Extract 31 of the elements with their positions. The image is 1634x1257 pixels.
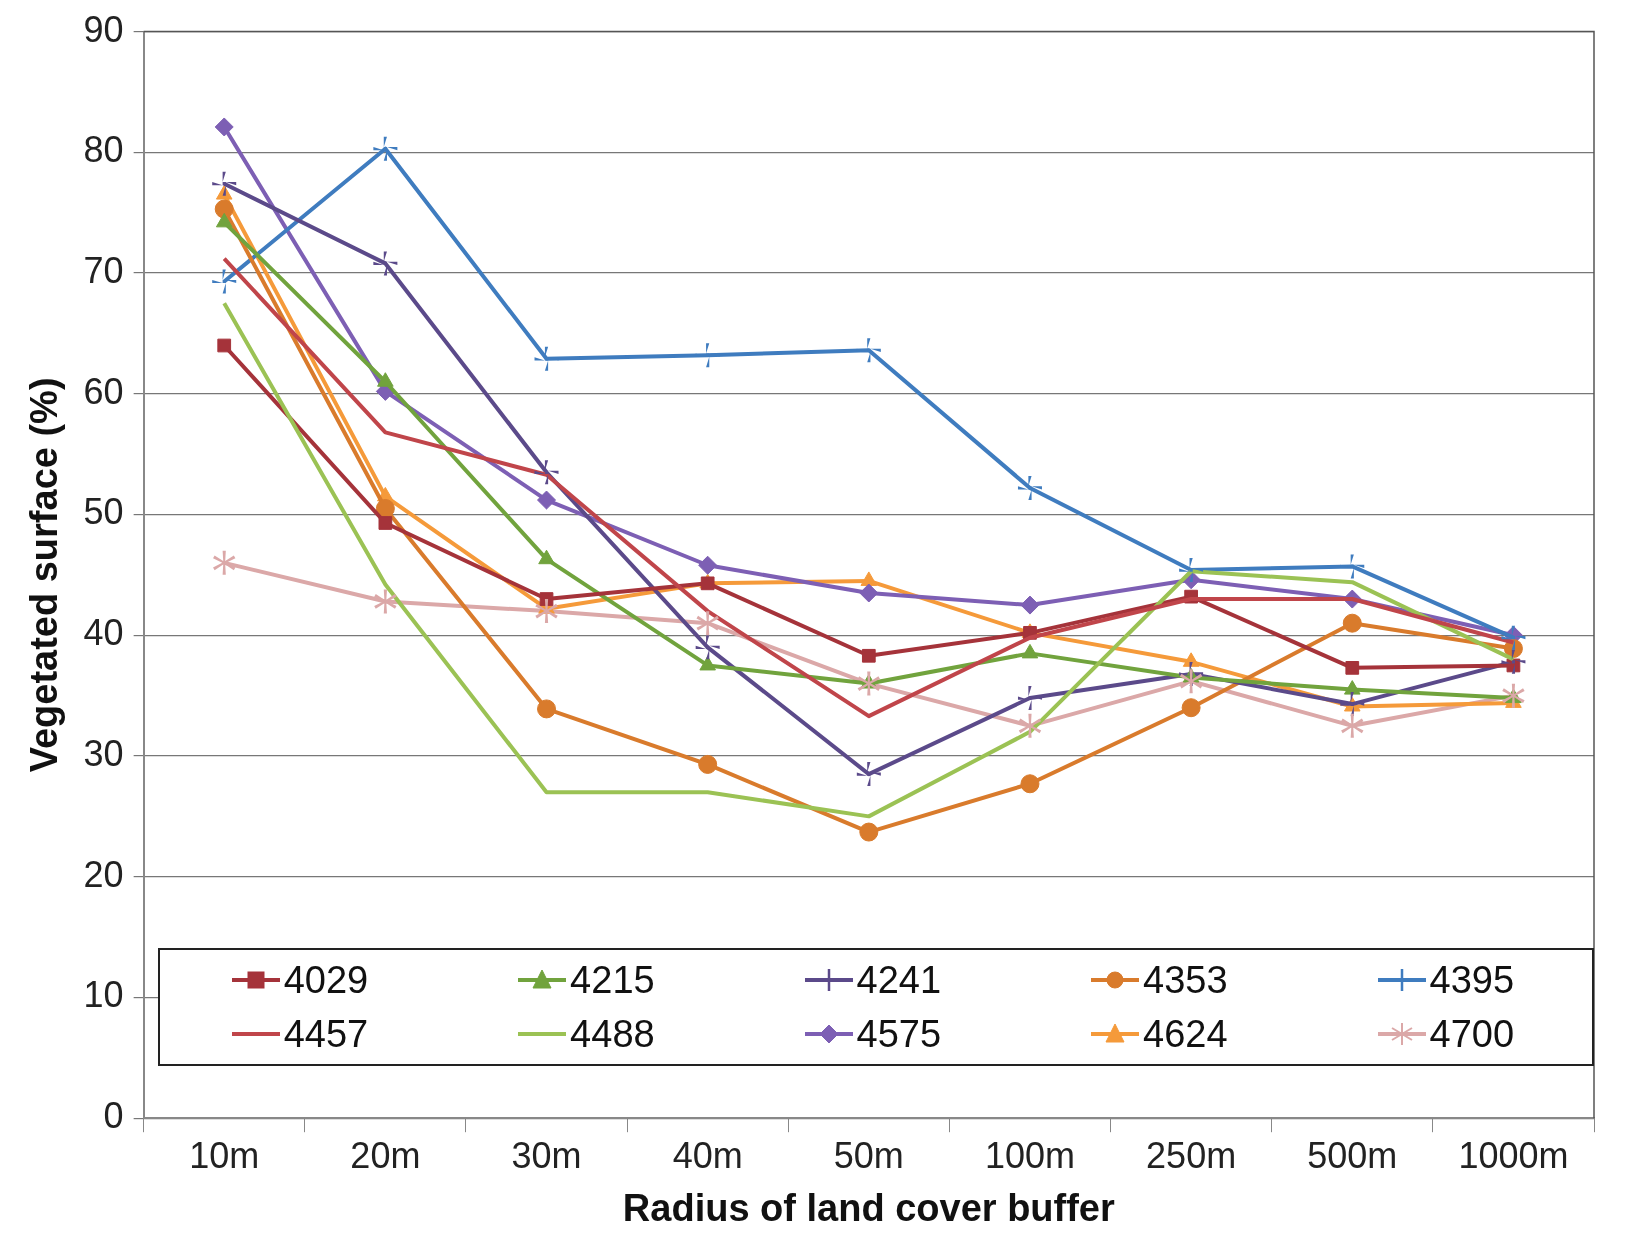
legend-label: 4575 [856,1012,942,1056]
y-tick-label: 90 [83,8,124,50]
x-tick-label: 1000m [1458,1134,1569,1176]
x-tick-label: 250m [1146,1134,1237,1176]
legend-label: 4353 [1143,958,1228,1002]
legend-label: 4457 [283,1012,369,1056]
y-tick-label: 0 [103,1095,124,1137]
legend-label: 4700 [1429,1012,1515,1056]
x-tick-label: 10m [189,1134,260,1176]
y-tick-label: 40 [83,612,124,654]
x-tick-label: 500m [1307,1134,1398,1176]
x-tick-label: 50m [833,1134,904,1176]
y-tick-label: 30 [83,732,124,774]
y-tick-label: 10 [83,974,124,1016]
legend-label: 4029 [283,958,369,1002]
legend-label: 4395 [1429,958,1515,1002]
x-tick-label: 100m [984,1134,1075,1176]
y-tick-label: 70 [83,249,124,291]
y-tick-label: 20 [83,853,124,895]
x-axis-title: Radius of land cover buffer [622,1186,1116,1229]
y-tick-label: 50 [83,491,124,533]
legend-label: 4215 [570,958,655,1002]
legend-label: 4241 [856,958,942,1002]
y-tick-label: 80 [83,129,124,171]
legend-label: 4488 [570,1012,655,1056]
y-axis-title: Vegetated surface (%) [23,377,66,773]
y-tick-label: 60 [83,370,124,412]
x-tick-label: 30m [511,1134,582,1176]
x-tick-label: 40m [672,1134,743,1176]
legend-label: 4624 [1143,1012,1228,1056]
x-tick-label: 20m [350,1134,421,1176]
